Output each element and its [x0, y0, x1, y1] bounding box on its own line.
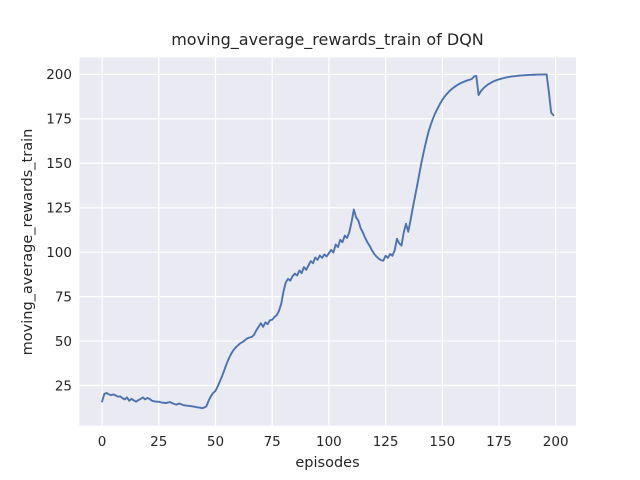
- x-tick-label: 200: [543, 434, 569, 450]
- x-tick-label: 0: [98, 434, 107, 450]
- x-tick-label: 50: [207, 434, 224, 450]
- y-tick-label: 75: [55, 289, 72, 305]
- chart-title: moving_average_rewards_train of DQN: [171, 30, 484, 49]
- series-line: [101, 73, 555, 410]
- x-tick-label: 75: [264, 434, 281, 450]
- y-tick-label: 200: [46, 67, 72, 83]
- y-tick-label: 125: [46, 201, 72, 217]
- x-tick-label: 175: [486, 434, 512, 450]
- y-axis-label: moving_average_rewards_train: [20, 128, 36, 356]
- plot-area: [79, 57, 576, 426]
- y-tick-label: 50: [55, 334, 72, 350]
- x-tick-label: 100: [316, 434, 342, 450]
- y-tick-label: 25: [55, 378, 72, 394]
- x-axis-label: episodes: [295, 455, 360, 471]
- x-tick-label: 25: [150, 434, 167, 450]
- y-tick-label: 150: [46, 156, 72, 172]
- y-tick-label: 175: [46, 112, 72, 128]
- x-tick-label: 150: [429, 434, 455, 450]
- y-tick-label: 100: [46, 245, 72, 261]
- x-tick-label: 125: [373, 434, 399, 450]
